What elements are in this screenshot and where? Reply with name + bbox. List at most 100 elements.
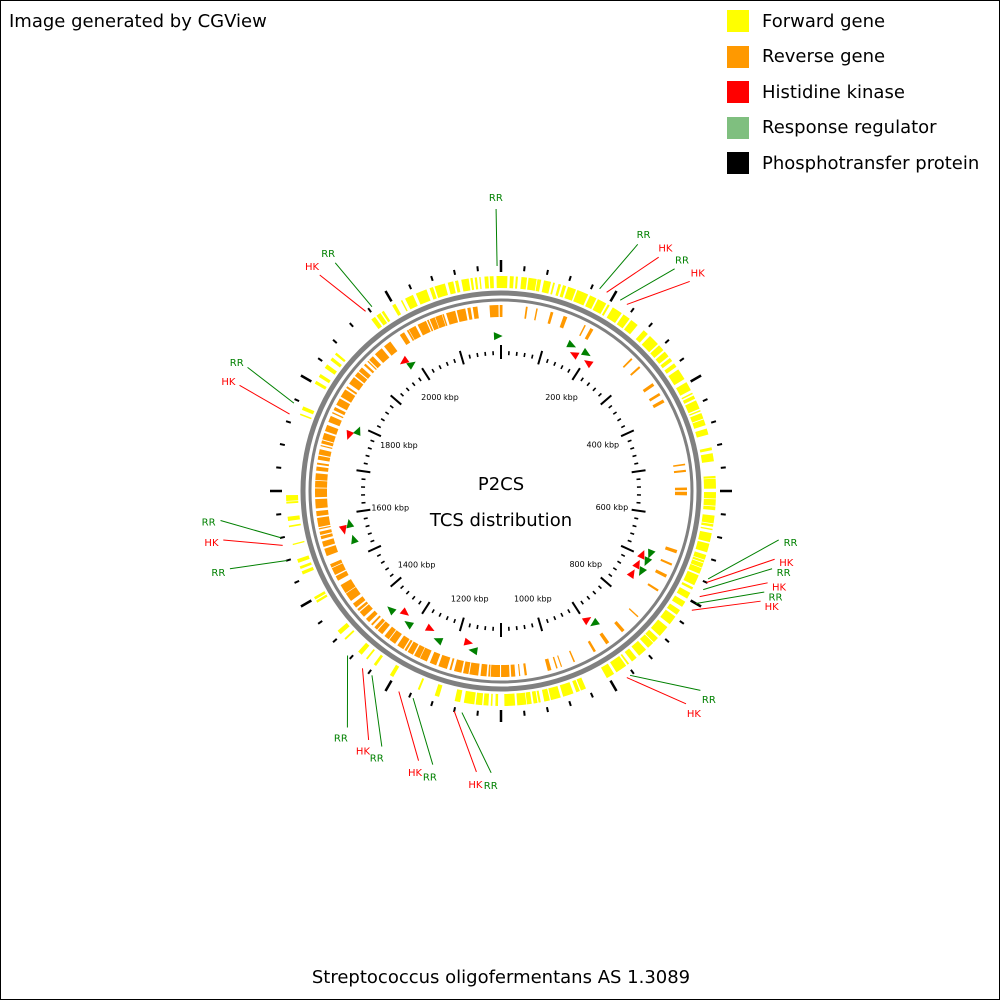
scale-tick xyxy=(356,508,371,513)
scale-tick xyxy=(592,590,597,595)
reverse-gene xyxy=(489,305,499,318)
callout-line xyxy=(629,674,701,691)
backbone-outer-ring xyxy=(300,290,702,692)
reverse-gene xyxy=(335,570,349,581)
outer-tick xyxy=(702,398,708,403)
forward-gene xyxy=(692,419,706,429)
scale-tick xyxy=(389,404,394,409)
reverse-gene xyxy=(406,329,415,341)
scale-tick xyxy=(389,573,394,578)
scale-label: 2000 kbp xyxy=(421,393,459,402)
forward-gene xyxy=(292,540,305,546)
forward-gene xyxy=(592,299,607,315)
scale-tick xyxy=(632,454,637,458)
reverse-gene xyxy=(544,658,552,672)
outer-tick xyxy=(300,374,312,383)
legend-swatch xyxy=(727,116,749,139)
hk-marker xyxy=(632,559,640,570)
scale-tick xyxy=(545,618,549,624)
forward-gene xyxy=(703,492,716,499)
forward-gene xyxy=(316,594,328,603)
scale-tick xyxy=(376,424,382,429)
reverse-gene xyxy=(315,498,328,509)
rr-marker xyxy=(404,621,415,630)
forward-gene xyxy=(660,357,673,369)
outer-tick xyxy=(476,266,479,272)
outer-tick xyxy=(317,620,323,625)
outer-tick xyxy=(630,669,635,675)
scale-label: 1200 kbp xyxy=(451,595,489,604)
outer-tick xyxy=(648,654,653,660)
backbone-inner-ring xyxy=(308,298,694,684)
reverse-gene xyxy=(340,389,356,403)
forward-gene xyxy=(376,313,388,326)
legend-swatch xyxy=(727,45,749,68)
forward-gene xyxy=(313,591,326,600)
scale-tick xyxy=(617,560,622,564)
callout-line xyxy=(453,710,477,773)
forward-gene xyxy=(703,478,716,489)
rr-marker xyxy=(648,548,656,559)
scale-tick xyxy=(620,553,626,558)
legend-reverse-gene: Reverse gene xyxy=(727,45,979,69)
scale-tick xyxy=(600,576,612,588)
scale-tick xyxy=(597,392,602,397)
scale-tick xyxy=(531,354,534,359)
reverse-gene xyxy=(321,440,334,447)
reverse-gene xyxy=(557,655,563,668)
forward-gene xyxy=(286,494,299,501)
outer-tick xyxy=(349,654,354,660)
forward-gene xyxy=(535,279,542,292)
forward-gene xyxy=(559,682,574,697)
rr-marker xyxy=(346,518,355,529)
scale-tick xyxy=(356,469,371,474)
legend-phosphotransfer-protein: Phosphotransfer protein xyxy=(727,151,979,175)
forward-gene xyxy=(454,280,461,293)
forward-gene xyxy=(685,400,700,414)
reverse-gene xyxy=(384,341,398,356)
forward-gene xyxy=(470,277,475,291)
callout-line xyxy=(626,677,687,705)
forward-gene xyxy=(660,609,676,625)
forward-gene xyxy=(301,406,315,415)
outer-tick xyxy=(609,290,618,302)
reverse-gene xyxy=(317,455,331,462)
outer-tick xyxy=(664,638,670,643)
outer-tick xyxy=(476,710,479,716)
scale-tick xyxy=(553,361,557,367)
callout-line xyxy=(599,244,639,290)
outer-tick xyxy=(648,322,653,328)
outer-tick xyxy=(349,322,354,328)
forward-gene xyxy=(344,630,355,640)
callout-line xyxy=(691,600,761,611)
reverse-gene xyxy=(318,449,332,457)
callout-line xyxy=(223,539,283,546)
reverse-gene xyxy=(469,662,480,676)
scale-tick xyxy=(400,392,405,397)
reverse-gene xyxy=(456,308,468,323)
forward-gene xyxy=(299,413,312,420)
forward-gene xyxy=(286,500,299,504)
outer-tick xyxy=(276,513,282,516)
organism-name: Streptococcus oligofermentans AS 1.3089 xyxy=(311,967,691,988)
outer-tick xyxy=(545,269,549,276)
outer-tick xyxy=(545,706,549,713)
scale-tick xyxy=(438,612,442,617)
reverse-gene xyxy=(346,386,358,395)
outer-tick xyxy=(294,579,300,584)
reverse-gene xyxy=(417,320,431,336)
hk-label: HK xyxy=(691,269,706,280)
scale-label: 1400 kbp xyxy=(398,561,436,570)
outer-tick xyxy=(453,269,457,276)
reverse-gene xyxy=(408,325,421,340)
scale-tick xyxy=(418,600,422,605)
outer-tick xyxy=(568,700,572,707)
forward-gene xyxy=(434,283,449,298)
callout-line xyxy=(695,591,765,604)
reverse-gene xyxy=(488,664,491,677)
forward-gene xyxy=(314,380,327,390)
forward-gene xyxy=(698,530,712,543)
scale-tick xyxy=(612,411,618,415)
scale-tick xyxy=(612,567,618,571)
rr-marker xyxy=(468,647,478,656)
